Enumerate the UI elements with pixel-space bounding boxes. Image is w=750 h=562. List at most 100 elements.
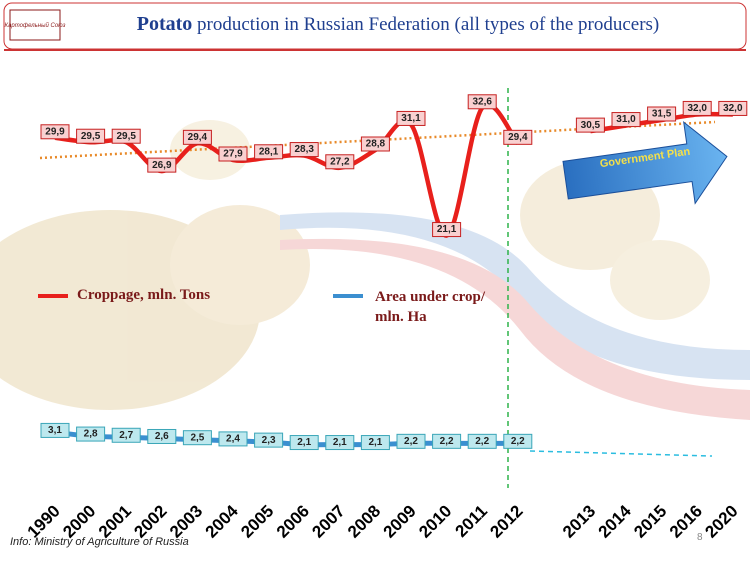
label-box <box>325 435 355 451</box>
label-box <box>396 433 426 449</box>
data-label-text: 29,4 <box>188 132 208 143</box>
data-label: 30,5 <box>575 117 605 133</box>
x-tick-label: 2012 <box>486 501 526 541</box>
data-label-text: 29,5 <box>81 131 101 142</box>
data-label: 2,2 <box>467 433 497 449</box>
data-label: 2,7 <box>111 427 141 443</box>
data-label: 32,0 <box>718 100 748 116</box>
x-tick-label: 2007 <box>308 501 348 541</box>
logo-box <box>9 9 61 41</box>
label-box <box>254 432 284 448</box>
data-label: 2,1 <box>289 435 319 451</box>
data-label-text: 32,6 <box>472 96 492 107</box>
data-label: 32,0 <box>682 100 712 116</box>
label-box <box>254 144 284 160</box>
label-box <box>360 435 390 451</box>
data-label-text: 2,4 <box>226 434 240 445</box>
data-label: 29,9 <box>40 124 70 140</box>
data-label-text: 2,6 <box>155 431 169 442</box>
data-label-text: 31,1 <box>401 113 421 124</box>
data-label: 3,1 <box>40 422 70 438</box>
source: Info: Ministry of Agriculture of Russia <box>10 536 189 548</box>
data-label-text: 2,1 <box>333 437 347 448</box>
label-box <box>647 106 677 122</box>
label-box <box>76 426 106 442</box>
data-label: 28,3 <box>289 142 319 158</box>
data-label-text: 29,9 <box>45 126 65 137</box>
label-box <box>218 431 248 447</box>
data-label: 2,3 <box>254 432 284 448</box>
label-box <box>611 112 641 128</box>
data-label-text: 2,2 <box>475 436 489 447</box>
data-label: 28,1 <box>254 144 284 160</box>
x-tick-label: 2013 <box>559 501 599 541</box>
label-box <box>111 427 141 443</box>
data-label-text: 2,1 <box>368 437 382 448</box>
logo: Картофельный Союз <box>5 22 66 29</box>
data-label-text: 32,0 <box>687 103 707 114</box>
x-tick-label: 2020 <box>701 501 741 541</box>
background-potatoes <box>0 120 750 420</box>
label-box <box>396 110 426 126</box>
label-box <box>111 128 141 144</box>
x-tick-label: 2014 <box>595 501 636 542</box>
x-tick-label: 2009 <box>380 501 420 541</box>
data-label-text: 21,1 <box>437 224 457 235</box>
data-label: 31,1 <box>396 110 426 126</box>
title-emphasis: Potato <box>137 13 193 35</box>
data-label-text: 31,5 <box>652 109 672 120</box>
data-label: 29,5 <box>76 128 106 144</box>
data-label: 27,9 <box>218 146 248 162</box>
data-label: 26,9 <box>147 157 177 173</box>
x-tick-label: 2008 <box>344 501 384 541</box>
data-label: 31,5 <box>647 106 677 122</box>
x-tick-label: 2011 <box>452 501 492 541</box>
label-box <box>718 100 748 116</box>
data-label: 28,8 <box>360 136 390 152</box>
data-label-text: 2,2 <box>404 436 418 447</box>
x-tick-label: 2005 <box>237 501 277 541</box>
data-label-text: 28,8 <box>366 139 386 150</box>
data-label-text: 27,9 <box>223 149 243 160</box>
label-box <box>432 433 462 449</box>
data-label: 29,5 <box>111 128 141 144</box>
data-label-text: 30,5 <box>581 120 601 131</box>
data-label-text: 2,2 <box>511 436 525 447</box>
label-box <box>575 117 605 133</box>
x-tick-label: 2010 <box>415 501 455 541</box>
legend-label: Area under crop/ mln. Ha <box>375 289 486 325</box>
label-box <box>76 128 106 144</box>
label-box <box>289 142 319 158</box>
label-box <box>218 146 248 162</box>
label-box <box>147 428 177 444</box>
data-label: 2,6 <box>147 428 177 444</box>
data-label: 29,4 <box>503 129 533 145</box>
data-label-text: 3,1 <box>48 425 62 436</box>
data-label: 2,2 <box>396 433 426 449</box>
data-label: 2,4 <box>218 431 248 447</box>
label-box <box>467 94 497 110</box>
data-label-text: 29,4 <box>508 132 528 143</box>
page-number: 8 <box>697 532 703 543</box>
label-box <box>289 435 319 451</box>
x-tick-label: 2006 <box>273 501 313 541</box>
data-label-text: 27,2 <box>330 156 350 167</box>
label-box <box>360 136 390 152</box>
label-box <box>40 124 70 140</box>
data-label-text: 2,1 <box>297 437 311 448</box>
data-label: 32,6 <box>467 94 497 110</box>
data-label-text: 32,0 <box>723 103 743 114</box>
label-box <box>147 157 177 173</box>
label-box <box>682 100 712 116</box>
label-box <box>182 430 212 446</box>
plan-arrow <box>562 120 728 205</box>
label-box <box>432 222 462 238</box>
data-label: 2,2 <box>432 433 462 449</box>
x-tick-label: 2004 <box>202 501 243 542</box>
data-label-text: 28,3 <box>294 144 314 155</box>
label-box <box>467 433 497 449</box>
data-label: 2,2 <box>503 433 533 449</box>
data-label-text: 2,2 <box>440 436 454 447</box>
